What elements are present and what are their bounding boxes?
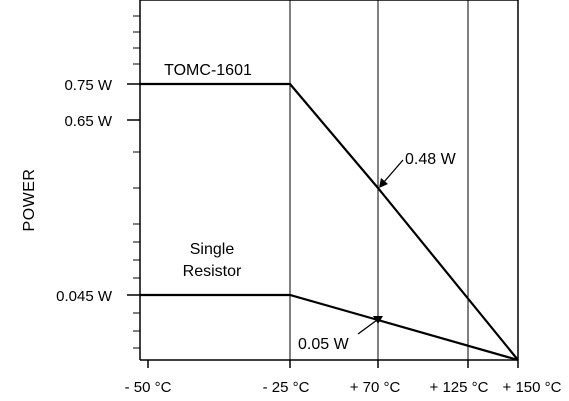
annotation-0-05w: 0.05 W [298,336,350,353]
y-tick-label-0-65: 0.65 W [64,113,112,130]
series-label-single-resistor-line1: Single [190,241,235,258]
annotation-arrow-0-48w [383,159,404,183]
x-tick-label-plus-125: + 125 °C [430,379,489,396]
y-tick-label-0-75: 0.75 W [64,77,112,94]
annotation-0-48w: 0.48 W [405,151,457,168]
series-label-tomc-1601: TOMC-1601 [164,62,252,79]
x-tick-label-minus-50: - 50 °C [125,379,172,396]
x-tick-label-plus-70: + 70 °C [350,379,401,396]
series-line-tomc-1601 [140,82,519,361]
series-line-single-resistor [140,293,519,362]
annotation-arrow-0-05w [357,319,378,335]
x-tick-label-minus-25: - 25 °C [263,379,310,396]
y-minor-ticks [133,15,140,349]
arrowhead-0-48w [379,178,388,188]
y-tick-label-0-045: 0.045 W [56,288,113,305]
arrowhead-0-05w [373,316,383,324]
x-tick-label-plus-150: + 150 °C [503,379,562,396]
series-label-single-resistor-line2: Resistor [183,263,242,280]
y-axis-title: POWER [21,169,38,232]
